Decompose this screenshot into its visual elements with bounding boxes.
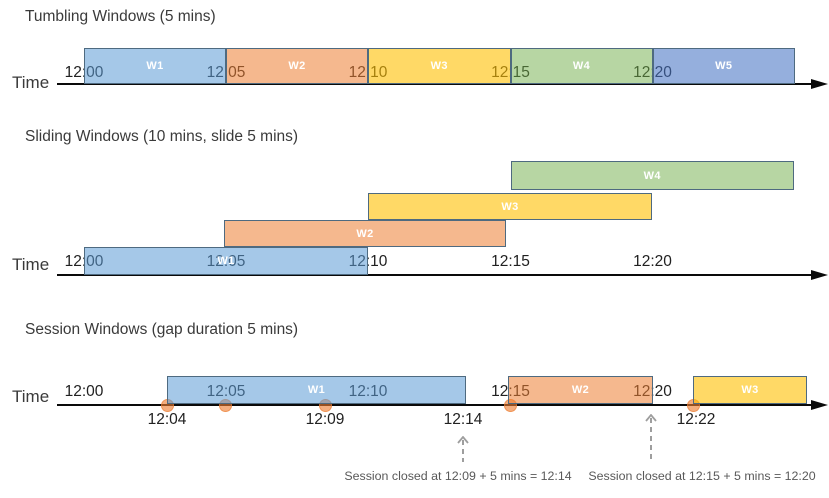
window-bar-label: W3 <box>430 60 448 72</box>
session-closed-annotation: Session closed at 12:09 + 5 mins = 12:14 <box>344 469 572 483</box>
window-bar-w1: W1 <box>167 376 466 404</box>
window-bar-w1: W1 <box>84 247 368 275</box>
window-bar-w4: W4 <box>510 161 794 190</box>
timeline-axis <box>57 404 812 406</box>
diagram-title: Session Windows (gap duration 5 mins) <box>25 321 299 338</box>
window-bar-w4: W4 <box>510 48 653 84</box>
tick-label: 12:00 <box>64 383 104 400</box>
window-bar-w2: W2 <box>224 220 506 247</box>
window-bar-label: W5 <box>715 60 733 72</box>
window-bar-w2: W2 <box>226 48 368 84</box>
tick-label: 12:20 <box>633 253 672 270</box>
time-axis-label: Time <box>12 73 50 92</box>
diagram-title: Tumbling Windows (5 mins) <box>25 8 216 25</box>
window-bar-w3: W3 <box>693 376 807 404</box>
event-time-label: 12:22 <box>676 411 716 428</box>
tick-label: 12:15 <box>491 253 530 270</box>
session-closed-annotation: Session closed at 12:15 + 5 mins = 12:20 <box>588 469 816 483</box>
window-bar-label: W1 <box>307 384 326 396</box>
window-bar-w2: W2 <box>508 376 653 404</box>
time-axis-label: Time <box>12 255 50 274</box>
timeline-axis <box>57 83 812 85</box>
axis-arrowhead-icon <box>811 78 828 89</box>
window-bar-label: W4 <box>643 169 661 182</box>
window-bar-label: W1 <box>217 255 235 267</box>
dashed-up-arrow-icon <box>457 436 469 462</box>
window-bar-w5: W5 <box>652 48 795 84</box>
timeline-axis <box>57 274 812 276</box>
window-bar-w3: W3 <box>368 48 511 84</box>
event-time-label: 12:14 <box>443 411 483 428</box>
time-axis-label: Time <box>12 387 50 406</box>
axis-arrowhead-icon <box>811 269 828 280</box>
event-time-label: 12:04 <box>147 411 187 428</box>
window-bar-label: W4 <box>572 60 591 72</box>
window-bar-label: W2 <box>356 227 374 240</box>
window-bar-label: W3 <box>741 384 759 396</box>
diagram-title: Sliding Windows (10 mins, slide 5 mins) <box>25 128 299 145</box>
window-bar-label: W2 <box>288 60 306 72</box>
window-bar-label: W1 <box>146 60 164 72</box>
window-bar-w3: W3 <box>368 193 652 220</box>
window-bar-w1: W1 <box>84 48 226 84</box>
window-bar-label: W3 <box>501 200 519 213</box>
event-time-label: 12:09 <box>305 411 345 428</box>
dashed-up-arrow-icon <box>645 414 657 462</box>
axis-arrowhead-icon <box>811 399 828 410</box>
window-bar-label: W2 <box>571 384 590 396</box>
